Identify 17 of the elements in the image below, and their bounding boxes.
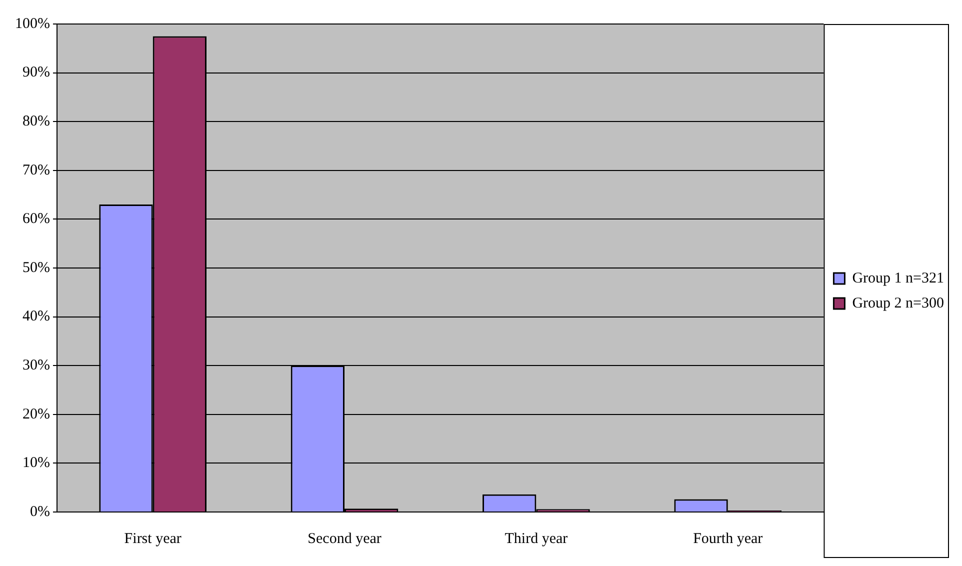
x-tick-label: Third year — [504, 530, 568, 547]
y-tick-label: 30% — [22, 358, 50, 374]
x-tick-label: First year — [124, 530, 182, 547]
y-tick-label: 10% — [22, 455, 50, 472]
y-tick-label: 0% — [30, 504, 50, 520]
y-tick-label: 80% — [22, 114, 50, 130]
y-tick-label: 100% — [14, 16, 50, 32]
y-tick-label: 20% — [22, 406, 50, 422]
y-tick-label: 70% — [22, 162, 50, 178]
legend-label: Group 1 n=321 — [852, 270, 944, 286]
y-tick-label: 50% — [22, 260, 50, 276]
y-tick-label: 60% — [22, 211, 50, 228]
x-tick-label: Second year — [308, 530, 382, 547]
y-tick-label: 90% — [22, 64, 50, 81]
legend-label: Group 2 n=300 — [852, 295, 944, 312]
x-tick-label: Fourth year — [693, 530, 763, 547]
y-tick-label: 40% — [22, 308, 50, 325]
